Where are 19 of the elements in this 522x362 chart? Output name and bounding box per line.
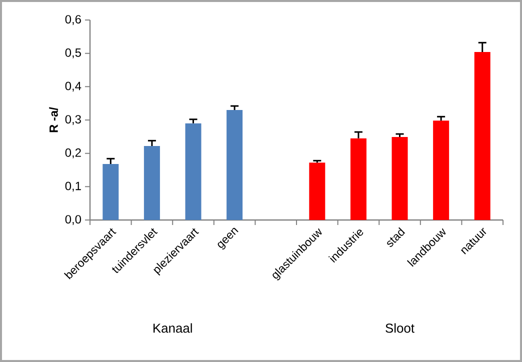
y-tick-label: 0,3 (65, 115, 81, 125)
bar (433, 120, 450, 220)
bar (226, 110, 243, 220)
bar (392, 137, 408, 220)
bar (350, 138, 366, 220)
y-tick-label: 0,5 (65, 48, 81, 58)
y-tick-label: 0,2 (65, 148, 81, 158)
bar (144, 146, 160, 220)
y-tick-label: 0,6 (65, 15, 81, 25)
text: Kanaal (154, 323, 192, 333)
bar (185, 123, 202, 220)
bar (309, 162, 326, 220)
y-tick-label: 0,0 (65, 215, 82, 225)
y-axis-title: R -a/ (49, 107, 58, 132)
y-tick-label: 0,4 (65, 82, 82, 92)
text: Sloot (386, 323, 414, 333)
bar (102, 164, 119, 220)
y-tick-label: 0,1 (65, 182, 81, 192)
bar (474, 52, 490, 220)
